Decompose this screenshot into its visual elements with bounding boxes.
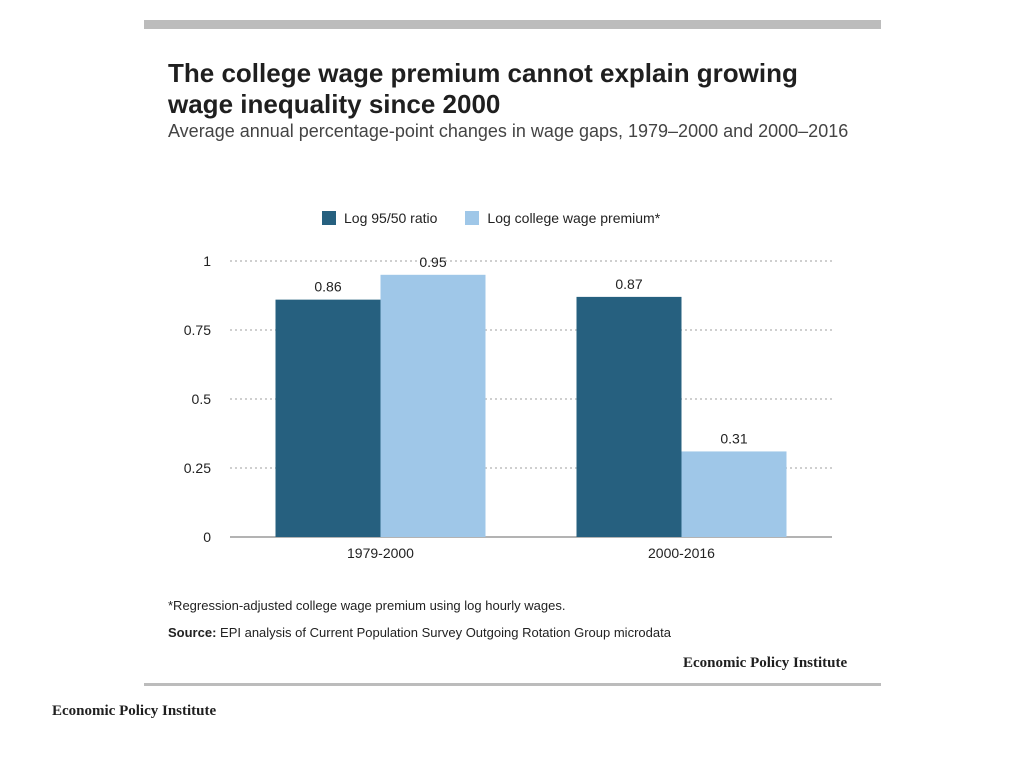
legend-item-series-2: Log college wage premium* bbox=[465, 210, 660, 226]
x-tick-label: 1979-2000 bbox=[347, 545, 414, 561]
y-tick-label: 0.25 bbox=[184, 460, 211, 476]
legend-swatch-series-2 bbox=[465, 211, 480, 225]
data-label: 0.95 bbox=[419, 254, 446, 270]
bar bbox=[576, 296, 682, 537]
bar bbox=[380, 274, 486, 537]
y-tick-label: 0 bbox=[203, 529, 211, 545]
legend-swatch-series-1 bbox=[322, 211, 336, 225]
legend-item-series-1: Log 95/50 ratio bbox=[322, 210, 437, 226]
data-label: 0.86 bbox=[314, 279, 341, 295]
bottom-rule bbox=[144, 683, 881, 686]
legend-label-series-2: Log college wage premium* bbox=[487, 210, 661, 226]
bar bbox=[681, 451, 787, 537]
chart-subtitle: Average annual percentage-point changes … bbox=[168, 121, 849, 141]
source-line: Source: EPI analysis of Current Populati… bbox=[168, 625, 671, 640]
top-rule bbox=[144, 20, 881, 29]
brand-footer-text: Economic Policy Institute bbox=[52, 703, 217, 719]
data-label: 0.87 bbox=[615, 276, 642, 292]
data-label: 0.31 bbox=[720, 430, 747, 446]
bar bbox=[275, 299, 381, 537]
x-tick-label: 2000-2016 bbox=[648, 545, 715, 561]
y-tick-label: 1 bbox=[203, 253, 211, 269]
legend: Log 95/50 ratio Log college wage premium… bbox=[322, 210, 688, 226]
legend-label-series-1: Log 95/50 ratio bbox=[344, 210, 438, 226]
footnote: *Regression-adjusted college wage premiu… bbox=[168, 598, 566, 613]
brand-logo-text: Economic Policy Institute bbox=[683, 655, 848, 671]
source-text: EPI analysis of Current Population Surve… bbox=[216, 625, 671, 640]
y-tick-label: 0.75 bbox=[184, 322, 211, 338]
chart-title: The college wage premium cannot explain … bbox=[168, 58, 798, 119]
y-tick-label: 0.5 bbox=[192, 391, 212, 407]
source-label: Source: bbox=[168, 625, 217, 640]
